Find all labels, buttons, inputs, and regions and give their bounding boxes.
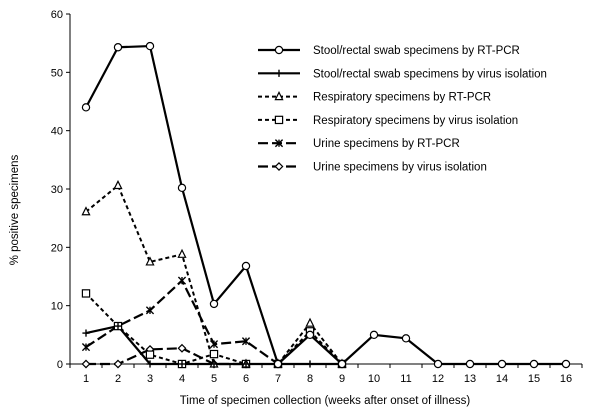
x-tick-label: 16 — [560, 373, 572, 385]
data-point-series-2 — [242, 360, 250, 368]
data-point-series-3 — [305, 317, 315, 327]
data-point-series-5 — [209, 340, 219, 349]
data-point-series-1 — [497, 359, 507, 369]
data-point-series-1 — [305, 330, 315, 340]
legend-marker-6 — [274, 162, 284, 171]
data-point-series-1 — [433, 359, 443, 369]
x-tick-label: 15 — [528, 373, 540, 385]
series-layer — [81, 41, 571, 369]
data-point-series-2 — [114, 322, 122, 330]
legend-label-3: Respiratory specimens by RT-PCR — [313, 92, 491, 104]
legend-marker-1 — [274, 45, 284, 55]
series-line-3 — [85, 184, 343, 365]
x-tick-label: 11 — [400, 373, 411, 385]
data-point-series-3 — [113, 179, 123, 190]
data-point-series-2 — [82, 329, 90, 337]
data-point-series-1 — [113, 43, 123, 52]
x-tick-label: 2 — [115, 373, 121, 385]
y-axis-ticks: 0 10 20 30 40 50 60 — [51, 9, 70, 371]
data-point-series-6 — [113, 359, 123, 369]
data-point-series-2 — [210, 360, 218, 368]
data-point-series-1 — [561, 359, 571, 369]
x-tick-label: 10 — [368, 373, 380, 385]
data-point-series-1 — [177, 183, 187, 193]
data-point-series-3 — [177, 248, 187, 258]
data-point-series-1 — [401, 334, 411, 343]
legend: Stool/rectal swab specimens by RT-PCR Sto… — [258, 45, 547, 174]
x-tick-label: 3 — [147, 373, 153, 385]
y-tick-label: 30 — [51, 184, 63, 196]
data-point-series-1 — [145, 41, 155, 51]
data-point-series-2 — [178, 360, 186, 368]
x-tick-label: 13 — [464, 373, 476, 385]
x-tick-label: 9 — [339, 373, 345, 385]
legend-label-5: Urine specimens by RT-PCR — [313, 138, 460, 150]
y-tick-label: 60 — [51, 9, 63, 21]
data-point-series-5 — [241, 337, 251, 346]
x-tick-label: 5 — [211, 373, 217, 385]
y-tick-label: 50 — [51, 67, 63, 79]
legend-label-6: Urine specimens by virus isolation — [313, 162, 487, 174]
x-tick-label: 7 — [275, 373, 281, 385]
data-point-series-5 — [177, 276, 187, 285]
data-point-series-1 — [529, 359, 539, 369]
x-tick-label: 1 — [83, 373, 89, 385]
data-point-series-2 — [146, 360, 154, 368]
x-axis-title: Time of specimen collection (weeks after… — [180, 395, 471, 407]
data-point-series-1 — [81, 103, 91, 112]
data-point-series-6 — [81, 359, 91, 369]
data-point-series-4 — [81, 289, 91, 298]
data-point-series-5 — [145, 306, 155, 315]
data-point-series-1 — [465, 359, 475, 369]
legend-marker-5 — [274, 139, 284, 148]
y-tick-label: 0 — [57, 359, 63, 371]
y-axis-title: % positive specimens — [9, 154, 21, 265]
data-point-series-4 — [209, 349, 219, 359]
x-tick-label: 6 — [243, 373, 249, 385]
legend-marker-2 — [275, 69, 283, 77]
x-tick-label: 14 — [496, 373, 508, 385]
data-point-series-2 — [306, 360, 314, 368]
legend-marker-3 — [274, 91, 284, 101]
data-point-series-4 — [145, 350, 155, 359]
series-line-1 — [85, 44, 566, 366]
legend-marker-4 — [274, 115, 284, 125]
x-tick-label: 12 — [432, 373, 444, 385]
data-point-series-5 — [81, 342, 91, 352]
data-point-series-1 — [241, 261, 251, 271]
legend-label-4: Respiratory specimens by virus isolation — [313, 115, 518, 127]
legend-label-2: Stool/rectal swab specimens by virus iso… — [313, 68, 547, 80]
data-point-series-6 — [177, 343, 187, 353]
data-point-series-1 — [369, 330, 379, 340]
x-axis-ticks: 1 2 3 4 5 6 7 8 9 10 11 12 13 14 15 16 — [69, 364, 583, 385]
data-point-series-1 — [209, 299, 219, 309]
data-point-series-1 — [273, 359, 283, 369]
x-tick-label: 8 — [307, 373, 313, 385]
x-tick-label: 4 — [179, 373, 185, 385]
y-tick-label: 10 — [51, 301, 63, 313]
y-tick-label: 40 — [51, 126, 63, 138]
data-point-series-1 — [337, 359, 347, 369]
data-point-series-3 — [81, 206, 91, 216]
legend-label-1: Stool/rectal swab specimens by RT-PCR — [313, 45, 520, 57]
data-point-series-3 — [145, 256, 155, 266]
y-tick-label: 20 — [51, 242, 63, 254]
